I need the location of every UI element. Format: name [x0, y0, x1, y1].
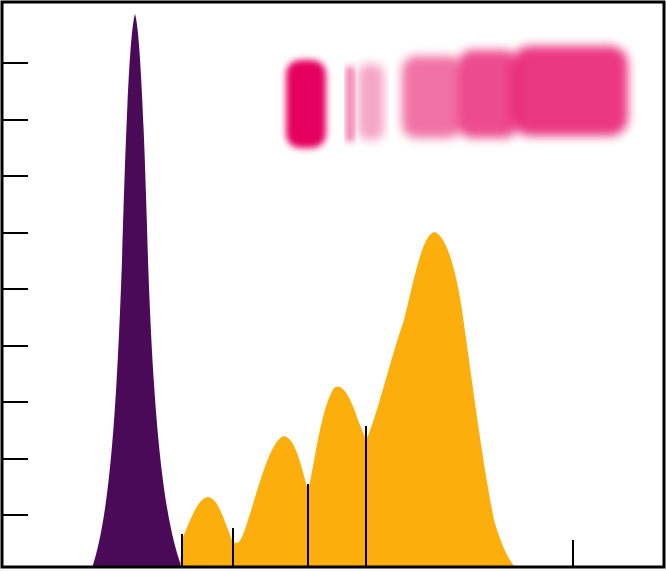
purple-peak — [92, 14, 182, 568]
bottom-axis-ticks — [181, 426, 574, 568]
orange-peak-profile — [180, 232, 516, 568]
gel-band-2 — [346, 66, 354, 142]
gel-band-1 — [286, 60, 326, 148]
gel-band-lane — [286, 46, 628, 148]
gel-band-5 — [458, 50, 518, 138]
gel-band-6 — [512, 46, 628, 136]
left-axis-ticks — [2, 62, 28, 516]
gel-band-3 — [358, 64, 384, 140]
gel-band-4 — [402, 56, 462, 138]
